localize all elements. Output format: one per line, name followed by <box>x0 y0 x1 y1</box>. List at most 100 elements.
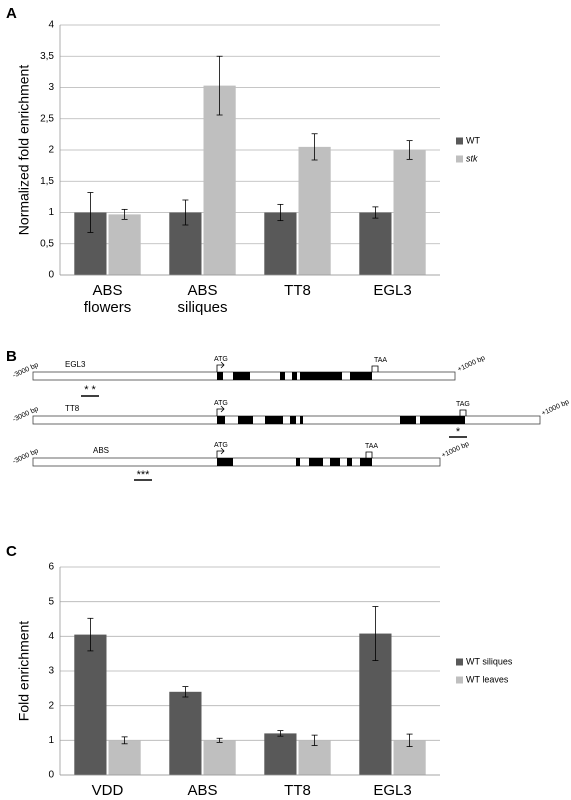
gene-structure: -3000 bp TT8 ATG TAG +1000 bp * <box>12 399 571 438</box>
exon <box>217 372 223 380</box>
atg-arrow <box>216 447 225 458</box>
y-tick-label: 2 <box>48 700 54 711</box>
y-axis-title: Fold enrichment <box>16 621 32 721</box>
y-tick-label: 2 <box>48 145 54 156</box>
error-bar <box>406 140 413 160</box>
legend-swatch <box>456 658 463 666</box>
bar <box>169 691 202 775</box>
error-bar <box>216 55 223 116</box>
bar <box>298 740 331 775</box>
exon <box>360 458 372 466</box>
exon <box>292 372 297 380</box>
binding-sites: *** <box>137 469 151 481</box>
x-tick-label: TT8 <box>284 282 311 299</box>
legend-label: stk <box>466 153 478 163</box>
panel-label: B <box>6 348 17 365</box>
error-bar <box>216 737 223 743</box>
exon <box>330 458 340 466</box>
x-tick-label: EGL3 <box>373 282 411 299</box>
error-bar <box>87 192 94 233</box>
y-tick-label: 3,5 <box>40 51 54 62</box>
gene-structure: -3000 bp EGL3 ATG TAA +1000 bp * * <box>12 355 487 397</box>
y-tick-label: 3 <box>48 82 54 93</box>
error-bar <box>182 199 189 226</box>
y-tick-label: 0 <box>48 270 54 281</box>
y-tick-label: 0 <box>48 770 54 781</box>
exon <box>300 416 303 424</box>
exon <box>309 458 323 466</box>
x-tick-label: EGL3 <box>373 782 411 799</box>
bar <box>203 740 236 775</box>
y-tick-label: 1 <box>48 735 54 746</box>
binding-sites: * * <box>84 384 96 396</box>
stop-mark <box>365 451 373 458</box>
bar <box>298 146 331 275</box>
x-tick-label: ABS siliques <box>177 282 227 316</box>
error-bar <box>372 606 379 661</box>
stop-mark <box>371 365 379 372</box>
x-tick-label: ABS flowers <box>84 282 132 316</box>
exon <box>280 372 285 380</box>
panel-label: A <box>6 5 17 22</box>
error-bar <box>277 203 284 222</box>
atg-arrow <box>216 405 225 416</box>
error-bar <box>406 733 413 747</box>
error-bar <box>121 736 128 745</box>
bar <box>264 212 297 275</box>
bar <box>74 634 107 775</box>
exon <box>347 458 352 466</box>
y-tick-label: 4 <box>48 20 54 31</box>
bar <box>108 740 141 775</box>
y-tick-label: 5 <box>48 596 54 607</box>
exon <box>400 416 416 424</box>
exon <box>296 458 300 466</box>
y-tick-label: 2,5 <box>40 113 54 124</box>
y-tick-label: 0,5 <box>40 238 54 249</box>
exon <box>300 372 342 380</box>
y-axis-title: Normalized fold enrichment <box>16 65 32 236</box>
legend-swatch <box>456 137 463 145</box>
atg-label: ATG <box>214 400 228 407</box>
error-bar <box>372 206 379 219</box>
stop-label: TAA <box>374 357 387 364</box>
exon <box>265 416 283 424</box>
exon <box>217 416 225 424</box>
gene-name: EGL3 <box>65 360 86 369</box>
bar <box>108 214 141 275</box>
atg-arrow <box>216 361 225 372</box>
legend-label: WT leaves <box>466 674 509 684</box>
legend-swatch <box>456 676 463 684</box>
x-tick-label: TT8 <box>284 782 311 799</box>
stop-label: TAG <box>456 401 470 408</box>
exon <box>350 372 372 380</box>
y-tick-label: 1,5 <box>40 176 54 187</box>
y-tick-label: 1 <box>48 207 54 218</box>
gene-end: +1000 bp <box>457 355 487 374</box>
error-bar <box>277 730 284 737</box>
exon <box>217 458 233 466</box>
gene-end: +1000 bp <box>441 441 471 460</box>
error-bar <box>87 617 94 652</box>
atg-label: ATG <box>214 356 228 363</box>
gene-end: +1000 bp <box>541 399 571 418</box>
gene-bar <box>32 415 541 425</box>
exon <box>420 416 465 424</box>
error-bar <box>311 734 318 746</box>
panel-label: C <box>6 543 17 560</box>
bar <box>359 212 392 275</box>
exon <box>233 372 250 380</box>
legend-label: WT <box>466 135 480 145</box>
legend-label: WT siliques <box>466 656 513 666</box>
stop-mark <box>459 409 467 416</box>
gene-bar <box>32 457 441 467</box>
gene-name: TT8 <box>65 404 80 413</box>
binding-sites: * <box>456 426 461 438</box>
y-tick-label: 4 <box>48 631 54 642</box>
error-bar <box>121 208 128 220</box>
legend-swatch <box>456 155 463 163</box>
error-bar <box>182 686 189 698</box>
bar <box>264 733 297 775</box>
bar <box>393 150 426 275</box>
bar <box>203 85 236 275</box>
